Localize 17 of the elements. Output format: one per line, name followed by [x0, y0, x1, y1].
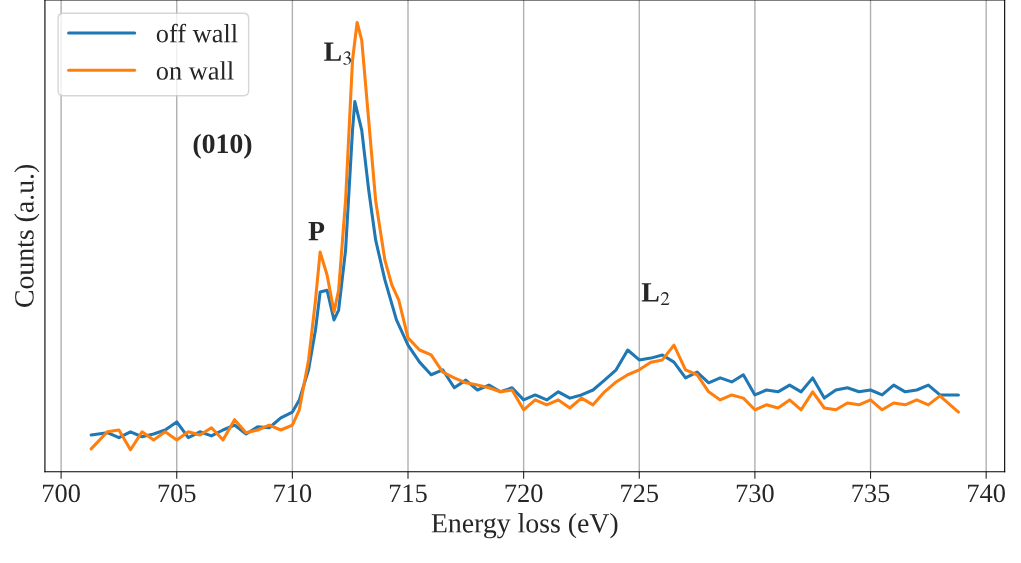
annotation: P	[308, 222, 325, 241]
x-tick-label: 735	[852, 484, 890, 503]
annotation: L$_{2}$	[641, 283, 670, 306]
x-axis-title: Energy loss (eV)	[431, 513, 618, 539]
x-tick-label: 700	[43, 484, 80, 503]
x-tick-label: 715	[389, 484, 427, 503]
x-tick-label: 740	[968, 484, 1005, 503]
x-tick-label: 710	[274, 484, 312, 503]
y-axis-title: Counts (a.u.)	[14, 164, 40, 307]
x-tick-label: 705	[158, 484, 196, 503]
annotation: (010)	[193, 133, 252, 159]
legend-label: on wall	[156, 61, 234, 80]
x-tick-label: 725	[621, 484, 659, 503]
x-tick-label: 730	[736, 484, 774, 503]
annotation: L$_{3}$	[324, 42, 351, 65]
x-tick-label: 720	[505, 484, 543, 503]
legend-label: off wall	[156, 23, 238, 43]
